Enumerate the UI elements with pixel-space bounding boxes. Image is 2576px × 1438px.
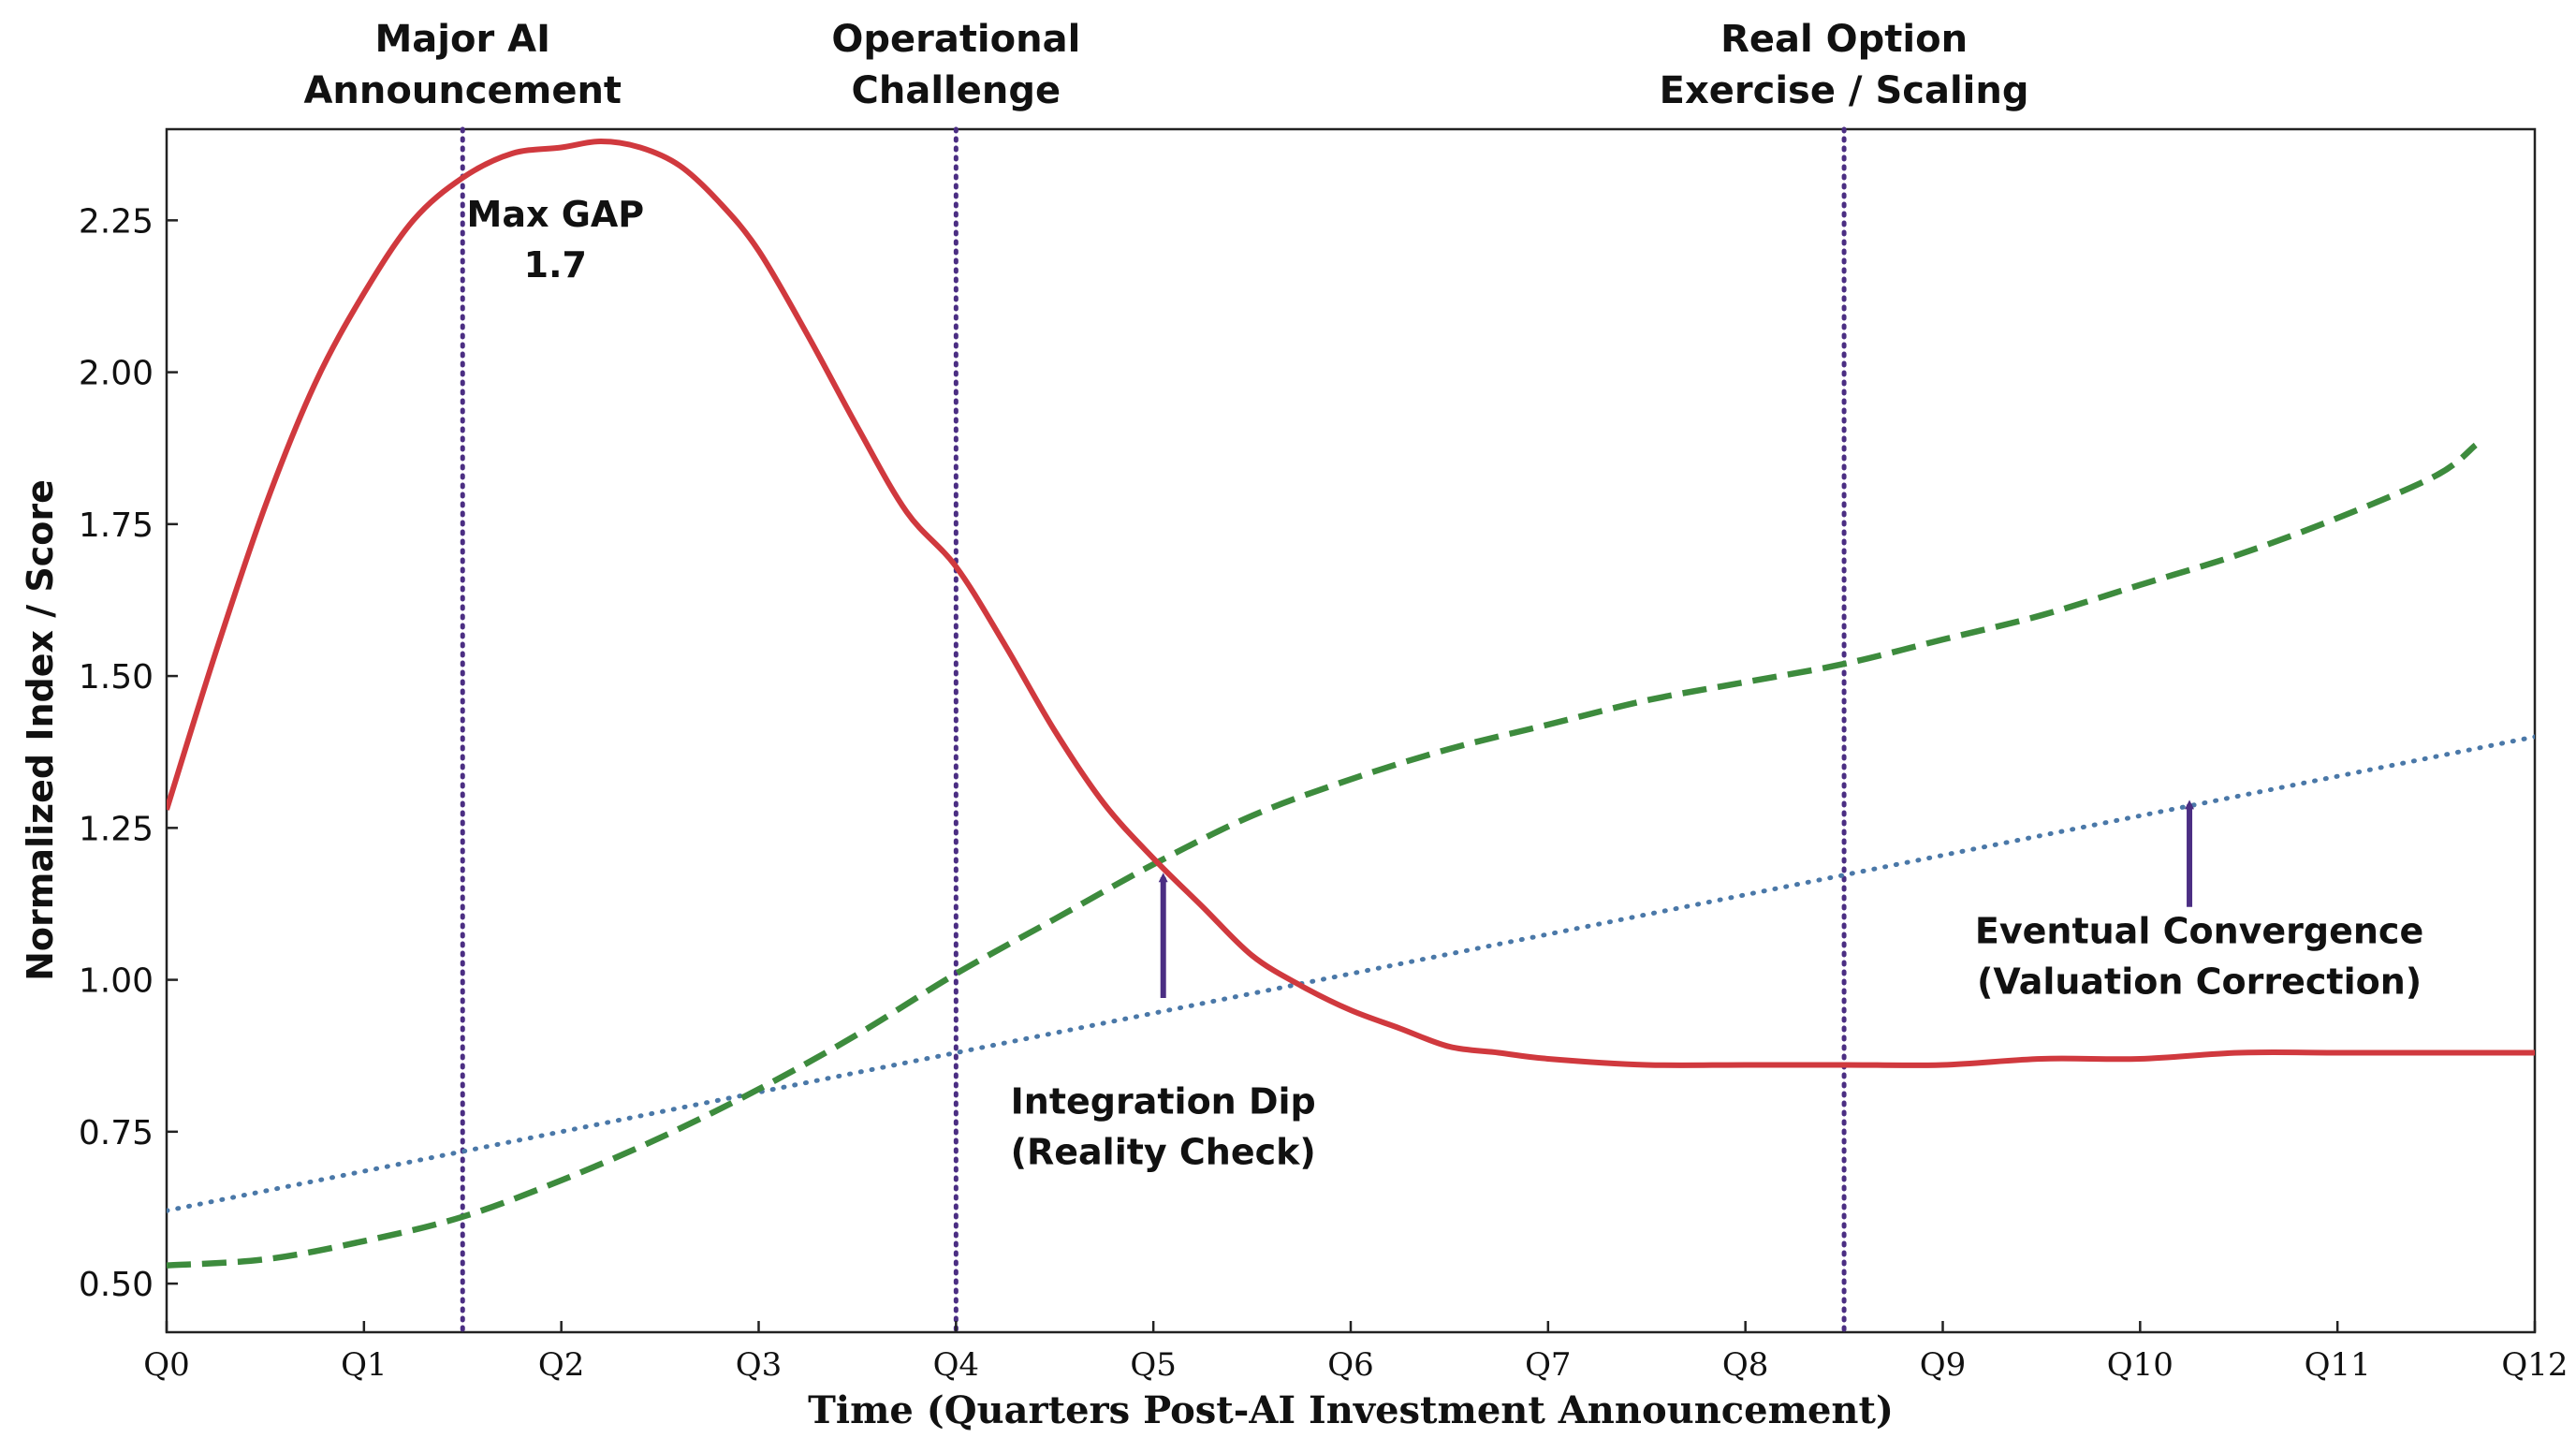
event-labels: Major AI Announcement Operational Challenge… (303, 18, 2028, 112)
event-label-line2: Challenge (852, 69, 1061, 112)
y-tick-label: 0.75 (79, 1114, 154, 1152)
x-axis-label: Time (Quarters Post-AI Investment Announ… (808, 1388, 1894, 1432)
x-tick-label: Q8 (1722, 1346, 1769, 1384)
x-tick-label: Q3 (736, 1346, 783, 1384)
y-tick-label: 2.25 (79, 202, 154, 241)
annotation-text-line2: 1.7 (524, 244, 587, 286)
x-tick-label: Q6 (1327, 1346, 1374, 1384)
y-tick-label: 1.25 (79, 810, 154, 848)
x-tick-label: Q12 (2501, 1346, 2568, 1384)
annotations: Max GAP 1.7 Integration Dip (Reality Check)… (467, 194, 2424, 1173)
x-tick-label: Q9 (1920, 1346, 1967, 1384)
y-axis: 0.50 0.75 1.00 1.25 1.50 1.75 2.00 2.25 (79, 202, 178, 1304)
x-tick-label: Q4 (933, 1346, 980, 1384)
x-tick-label: Q11 (2305, 1346, 2371, 1384)
annotation-text-line1: Eventual Convergence (1975, 911, 2423, 952)
series-red-line (167, 138, 2535, 1068)
x-tick-label: Q5 (1130, 1346, 1177, 1384)
event-label-line1: Major AI (375, 18, 550, 61)
x-tick-label: Q0 (143, 1346, 190, 1384)
x-tick-label: Q10 (2107, 1346, 2174, 1384)
event-vlines (460, 126, 1847, 1335)
series-green-line (167, 442, 2478, 1269)
x-tick-label: Q1 (341, 1346, 388, 1384)
event-label-line1: Operational (831, 18, 1080, 61)
plot-frame (165, 127, 2537, 1334)
annotation-text-line2: (Valuation Correction) (1977, 961, 2422, 1003)
series-blue-line (167, 734, 2535, 1213)
annotation-text-line1: Max GAP (467, 194, 645, 235)
y-tick-label: 1.50 (79, 658, 154, 697)
x-tick-label: Q7 (1525, 1346, 1572, 1384)
y-axis-label: Normalized Index / Score (20, 479, 61, 981)
y-tick-label: 1.75 (79, 506, 154, 545)
annotation-text-line1: Integration Dip (1011, 1080, 1316, 1122)
y-tick-label: 0.50 (79, 1266, 154, 1304)
x-tick-label: Q2 (538, 1346, 585, 1384)
x-axis: Q0 Q1 Q2 Q3 Q4 Q5 Q6 Q7 Q8 Q9 Q10 Q11 Q12 (143, 1321, 2569, 1384)
y-tick-label: 1.00 (79, 962, 154, 1001)
event-label-line1: Real Option (1720, 18, 1968, 61)
annotation-text-line2: (Reality Check) (1011, 1131, 1316, 1172)
event-label-line2: Exercise / Scaling (1660, 69, 2029, 112)
series-group (167, 138, 2535, 1269)
y-tick-label: 2.00 (79, 355, 154, 393)
event-label-line2: Announcement (303, 69, 622, 112)
